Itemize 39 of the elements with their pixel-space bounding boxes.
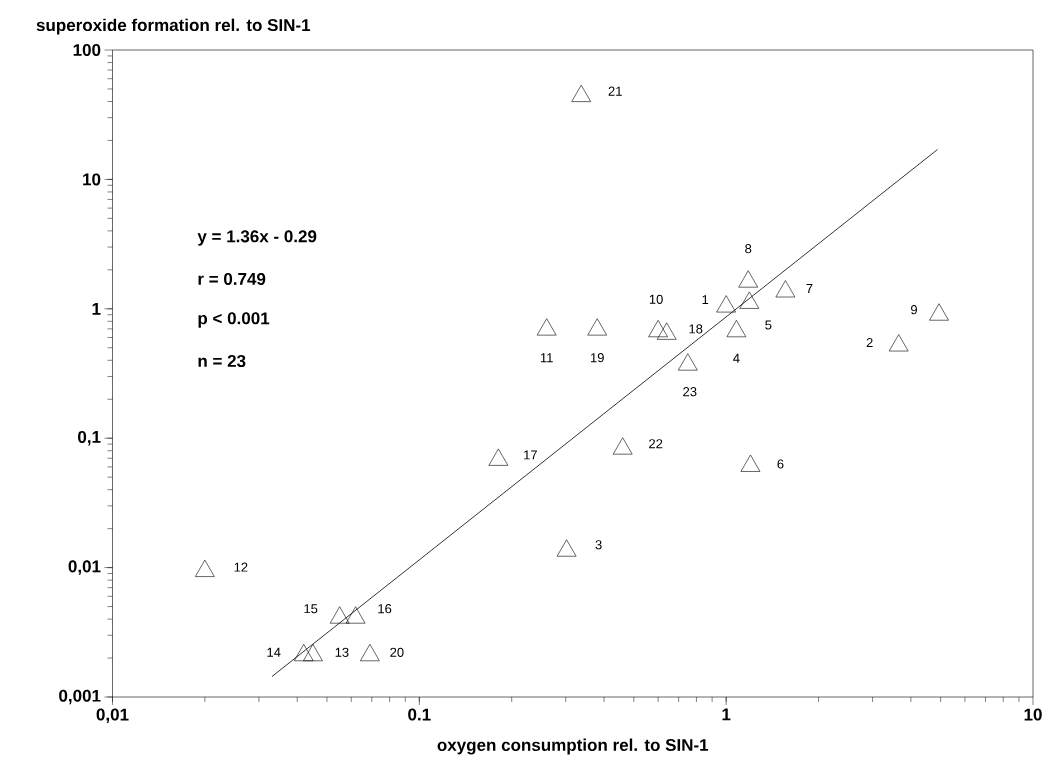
annotation: 19 bbox=[590, 353, 604, 363]
y-tick-label: 10 bbox=[83, 173, 101, 186]
y-tick-label: 100 bbox=[73, 43, 101, 57]
x-tick-label: 10 bbox=[1024, 708, 1042, 721]
annotation: 5 bbox=[765, 320, 772, 330]
annotation: 20 bbox=[390, 647, 404, 657]
annotation: 7 bbox=[806, 284, 813, 293]
annotation: 4 bbox=[733, 353, 740, 363]
annotation: 16 bbox=[378, 604, 392, 614]
annotation: 12 bbox=[234, 562, 248, 572]
annotation: 3 bbox=[595, 540, 602, 550]
annotation: r = 0.749 bbox=[198, 272, 266, 285]
annotation: 9 bbox=[911, 305, 918, 315]
annotation: 6 bbox=[777, 459, 784, 469]
annotation: n = 23 bbox=[198, 354, 246, 368]
annotation: 23 bbox=[683, 387, 697, 397]
annotation: 18 bbox=[689, 324, 703, 334]
x-axis-title: oxygen consumption rel. to SIN-1 bbox=[437, 738, 709, 755]
y-tick-label: 0,01 bbox=[68, 560, 101, 575]
annotation: 11 bbox=[540, 353, 553, 363]
annotation: 22 bbox=[649, 439, 663, 449]
annotation: 21 bbox=[608, 86, 622, 96]
annotation: 2 bbox=[866, 338, 873, 348]
annotation: 13 bbox=[335, 647, 349, 657]
annotation: 17 bbox=[524, 450, 537, 460]
annotation: 14 bbox=[267, 647, 281, 657]
annotation: 8 bbox=[745, 244, 752, 254]
y-tick-label: 0,1 bbox=[78, 430, 101, 446]
x-tick-label: 0.1 bbox=[408, 708, 431, 721]
annotation: p < 0.001 bbox=[198, 312, 270, 328]
annotation: 15 bbox=[304, 604, 318, 614]
y-tick-label: 1 bbox=[92, 302, 101, 315]
x-tick-label: 0,01 bbox=[96, 708, 129, 724]
annotation: 1 bbox=[702, 295, 709, 305]
y-tick-label: 0,001 bbox=[59, 689, 101, 705]
annotation: 10 bbox=[649, 294, 663, 304]
annotation: y = 1.36x - 0.29 bbox=[197, 230, 317, 246]
y-axis-title: superoxide formation rel. to SIN-1 bbox=[36, 18, 311, 35]
x-tick-label: 1 bbox=[722, 708, 731, 721]
